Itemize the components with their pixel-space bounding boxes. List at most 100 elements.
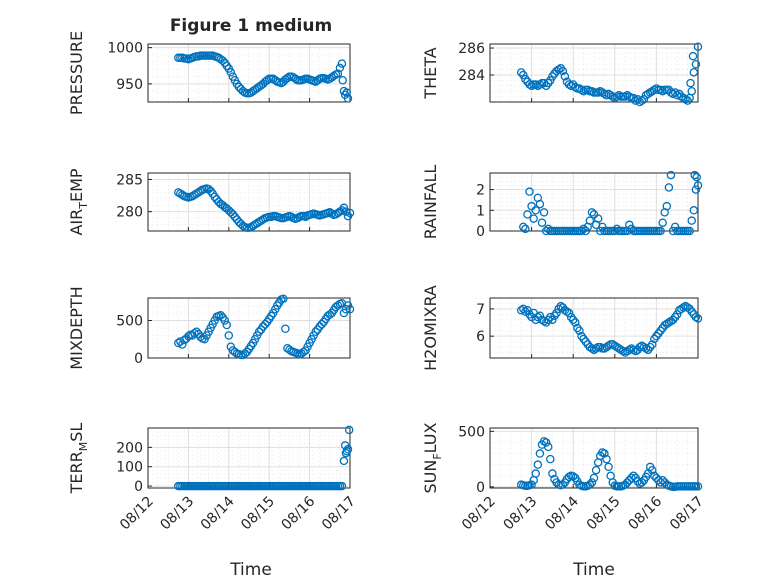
data-point xyxy=(564,308,574,318)
data-point xyxy=(610,226,620,236)
data-point xyxy=(614,91,624,100)
data-point xyxy=(689,206,699,215)
data-point xyxy=(339,456,349,466)
y-tick-label: 950 xyxy=(116,77,143,93)
y-tick-label: 6 xyxy=(476,329,485,345)
y-axis-label: THETA xyxy=(421,47,440,99)
data-points xyxy=(516,437,703,492)
data-point xyxy=(627,473,636,483)
y-axis-label: AIRTEMP xyxy=(67,168,90,235)
data-point xyxy=(625,92,634,101)
data-point xyxy=(677,92,686,101)
data-point xyxy=(541,226,551,236)
data-point xyxy=(598,88,607,97)
data-point xyxy=(541,438,551,447)
axes-box xyxy=(147,427,351,489)
data-point xyxy=(337,206,347,215)
data-point xyxy=(311,327,320,336)
y-axis-label: SUNFLUX xyxy=(421,422,444,493)
data-point xyxy=(604,341,613,350)
data-point xyxy=(687,86,697,96)
data-points xyxy=(174,184,355,233)
y-tick-label: 1 xyxy=(476,203,485,219)
x-tick-label: 08/16 xyxy=(625,493,665,533)
data-point xyxy=(546,454,555,464)
data-point xyxy=(629,471,638,481)
y-tick-label: 285 xyxy=(116,172,143,188)
data-point xyxy=(637,341,647,350)
x-tick-label: 08/12 xyxy=(459,494,499,534)
data-point xyxy=(664,318,674,327)
data-point xyxy=(645,88,655,97)
data-point xyxy=(230,212,240,222)
data-point xyxy=(641,344,651,353)
y-tick-label: 0 xyxy=(476,224,485,240)
data-point xyxy=(641,91,651,100)
data-point xyxy=(672,310,682,319)
data-point xyxy=(560,306,570,315)
data-point xyxy=(575,84,584,93)
data-point xyxy=(527,81,536,91)
data-point xyxy=(529,214,538,223)
y-tick-label: 0 xyxy=(476,480,485,496)
data-point xyxy=(525,80,534,89)
data-point xyxy=(585,480,595,489)
data-point xyxy=(602,91,611,100)
data-point xyxy=(633,477,642,486)
data-point xyxy=(299,347,308,357)
data-point xyxy=(647,86,657,96)
data-point xyxy=(523,210,532,219)
data-point xyxy=(535,199,545,209)
data-point xyxy=(693,482,703,491)
data-point xyxy=(593,214,603,223)
data-point xyxy=(587,208,597,217)
figure-title: Figure 1 medium xyxy=(170,16,332,36)
x-axis-label-left: Time xyxy=(229,560,272,580)
data-point xyxy=(335,63,345,73)
data-point xyxy=(533,312,543,322)
data-point xyxy=(254,327,264,336)
pressure-panel: 950 1000 PRESSURE xyxy=(67,31,353,115)
data-point xyxy=(577,226,586,236)
y-tick-label: 500 xyxy=(458,424,485,440)
data-point xyxy=(548,469,557,478)
data-point xyxy=(333,69,343,78)
data-point xyxy=(660,321,669,330)
data-point xyxy=(688,51,698,61)
data-point xyxy=(283,73,292,83)
data-point xyxy=(210,192,219,202)
data-point xyxy=(623,346,632,356)
data-point xyxy=(552,66,561,76)
data-points xyxy=(519,170,703,236)
data-point xyxy=(345,304,355,314)
data-point xyxy=(679,93,688,103)
mixdepth-panel: 0 500 MIXDEPTH xyxy=(67,286,355,370)
data-points xyxy=(174,294,355,360)
data-points xyxy=(174,425,354,491)
data-point xyxy=(658,86,667,96)
data-point xyxy=(585,342,595,352)
data-point xyxy=(281,324,290,333)
data-point xyxy=(585,216,595,225)
data-point xyxy=(554,65,563,74)
data-point xyxy=(577,85,586,95)
data-point xyxy=(539,316,549,326)
data-point xyxy=(620,92,630,101)
data-point xyxy=(662,319,672,329)
data-point xyxy=(691,59,701,69)
data-point xyxy=(519,222,528,232)
data-point xyxy=(690,170,699,180)
data-point xyxy=(587,344,597,353)
data-point xyxy=(287,212,296,222)
axes-box xyxy=(489,297,699,359)
data-point xyxy=(224,331,234,340)
data-point xyxy=(650,85,659,95)
data-point xyxy=(260,319,270,329)
h2omixra-panel: 6 7 H2OMIXRA xyxy=(421,285,703,371)
data-point xyxy=(635,342,645,352)
y-axis-label: RAINFALL xyxy=(421,165,440,240)
data-point xyxy=(568,472,578,481)
data-point xyxy=(228,209,238,219)
